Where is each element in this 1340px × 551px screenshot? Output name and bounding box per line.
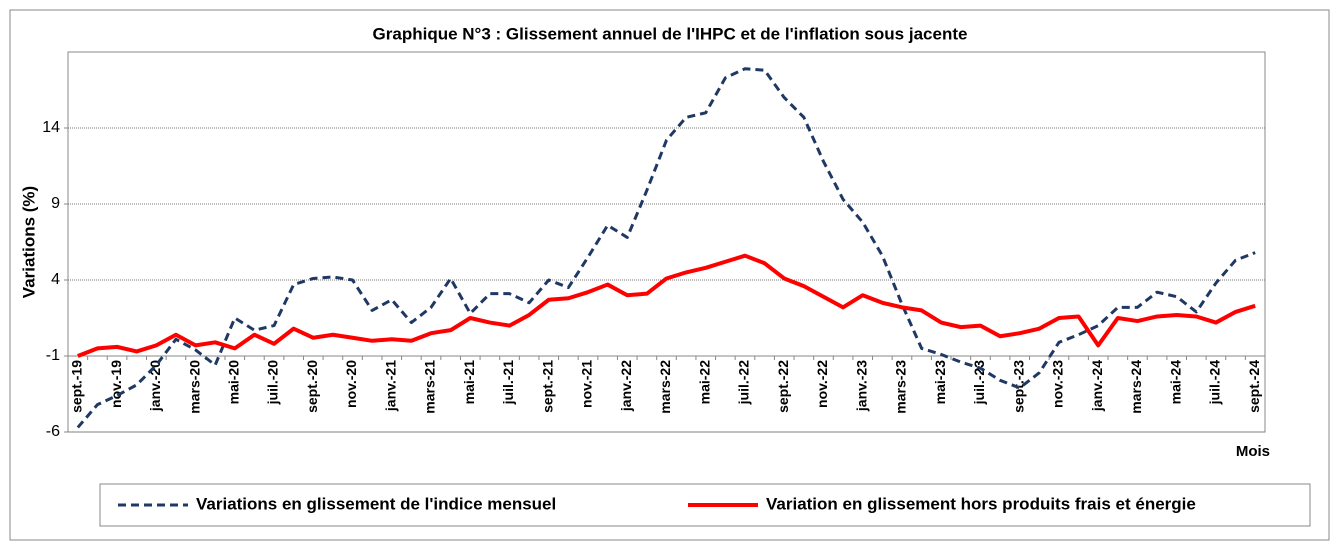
x-tick-label: sept.-21	[539, 360, 555, 413]
x-tick-label: sept.-22	[775, 360, 791, 413]
x-tick-label: janv.-21	[382, 360, 398, 412]
x-tick-label: sept.-19	[69, 360, 85, 413]
x-tick-label: sept.-24	[1246, 360, 1262, 413]
y-axis-label: Variations (%)	[19, 186, 38, 298]
x-tick-label: mars-20	[186, 360, 202, 414]
series-line	[77, 253, 1256, 358]
x-tick-label: mars-21	[422, 360, 438, 414]
x-tick-label: mars-22	[657, 360, 673, 414]
x-tick-label: nov.-21	[579, 360, 595, 408]
x-tick-label: mars-23	[893, 360, 909, 414]
chart-title: Graphique N°3 : Glissement annuel de l'I…	[373, 24, 968, 43]
x-tick-label: nov.-22	[814, 360, 830, 408]
x-tick-label: janv.-23	[853, 360, 869, 412]
x-tick-label: juil.-22	[736, 360, 752, 406]
legend-label: Variations en glissement de l'indice men…	[196, 494, 556, 513]
y-tick-label: 9	[51, 195, 60, 212]
y-tick-label: -1	[46, 347, 60, 364]
x-tick-label: juil.-20	[265, 360, 281, 406]
x-tick-label: sept.-20	[304, 360, 320, 413]
x-tick-label: nov.-19	[108, 360, 124, 408]
x-tick-label: mai-23	[932, 360, 948, 405]
y-tick-label: 4	[51, 271, 60, 288]
x-tick-label: janv.-22	[618, 360, 634, 412]
x-tick-label: janv.-24	[1089, 360, 1105, 412]
x-tick-label: nov.-20	[343, 360, 359, 408]
legend-box	[99, 483, 1311, 527]
x-axis-label: Mois	[1236, 443, 1270, 460]
x-tick-label: juil.-24	[1207, 360, 1223, 406]
x-tick-label: mars-24	[1128, 360, 1144, 414]
x-tick-label: mai-22	[696, 360, 712, 405]
x-tick-label: mai-20	[225, 360, 241, 405]
legend-label: Variation en glissement hors produits fr…	[766, 494, 1196, 513]
y-tick-label: -6	[46, 423, 60, 440]
x-tick-label: nov.-23	[1050, 360, 1066, 408]
x-tick-label: juil.-21	[500, 360, 516, 406]
x-tick-label: janv.-20	[147, 360, 163, 412]
x-tick-label: mai-21	[461, 360, 477, 405]
chart-frame	[9, 9, 1330, 541]
x-tick-label: mai-24	[1167, 360, 1183, 405]
series-line	[76, 67, 1256, 429]
y-tick-label: 14	[42, 119, 60, 136]
